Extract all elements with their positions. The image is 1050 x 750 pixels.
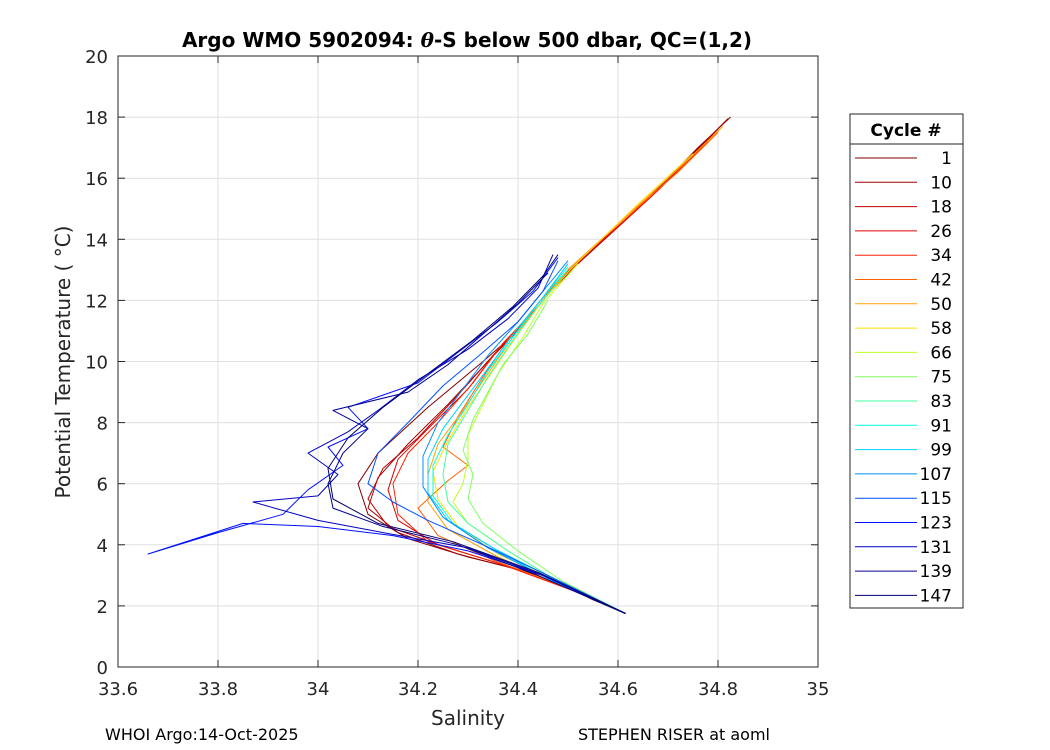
- legend-label-139: 139: [920, 562, 952, 582]
- legend-label-107: 107: [920, 465, 952, 485]
- plot-series: [147, 116, 731, 614]
- x-tick-label: 34: [307, 679, 330, 700]
- legend-label-10: 10: [930, 173, 952, 193]
- legend-label-1: 1: [941, 149, 952, 169]
- series-line-cycle-147: [327, 254, 626, 614]
- y-tick-label: 8: [97, 414, 108, 435]
- legend-label-26: 26: [930, 222, 952, 242]
- legend-label-147: 147: [920, 586, 952, 606]
- x-tick-label: 34.8: [698, 679, 738, 700]
- y-tick-label: 16: [85, 169, 108, 190]
- legend-label-99: 99: [930, 441, 952, 461]
- x-tick-label: 33.6: [98, 679, 138, 700]
- y-axis: 0 2 4 6 8 10 12 14 16 18 20: [85, 47, 818, 679]
- legend-label-18: 18: [930, 198, 952, 218]
- legend-label-75: 75: [930, 368, 952, 388]
- series-line-cycle-123: [147, 257, 626, 614]
- legend-label-66: 66: [930, 343, 952, 363]
- footer-right: STEPHEN RISER at aoml: [578, 725, 770, 744]
- series-line-cycle-75: [462, 300, 626, 614]
- legend-label-131: 131: [920, 538, 952, 558]
- legend-label-50: 50: [930, 295, 952, 315]
- x-tick-label: 34.4: [498, 679, 538, 700]
- y-tick-label: 0: [97, 658, 108, 679]
- x-axis-label: Salinity: [431, 706, 505, 730]
- x-tick-label: 35: [807, 679, 830, 700]
- footer-left: WHOI Argo:14-Oct-2025: [105, 725, 299, 744]
- legend-label-91: 91: [930, 416, 952, 436]
- y-tick-label: 6: [97, 475, 108, 496]
- y-tick-label: 12: [85, 291, 108, 312]
- legend-box: [849, 113, 964, 609]
- y-tick-label: 2: [97, 597, 108, 618]
- x-tick-label: 34.2: [398, 679, 438, 700]
- series-line-cycle-131: [252, 254, 626, 614]
- y-tick-label: 14: [85, 230, 108, 251]
- legend-label-58: 58: [930, 319, 952, 339]
- legend: Cycle # 1 10 18 26 34 42 50 58 66 75 83 91 99 107 115 1…: [849, 113, 964, 609]
- x-axis: 33.6 33.8 34 34.2 34.4 34.6 34.8 35: [98, 56, 829, 700]
- y-tick-label: 18: [85, 108, 108, 129]
- y-tick-label: 20: [85, 47, 108, 68]
- y-axis-label: Potential Temperature ( °C): [51, 226, 75, 499]
- title-theta: θ: [421, 28, 435, 52]
- legend-label-83: 83: [930, 392, 952, 412]
- legend-label-115: 115: [920, 489, 952, 509]
- legend-title: Cycle #: [870, 121, 941, 141]
- grid: [118, 56, 818, 667]
- series-line-cycle-83: [442, 269, 626, 614]
- title-part-2: -S below 500 dbar, QC=(1,2): [434, 28, 752, 52]
- y-tick-label: 10: [85, 353, 108, 374]
- x-tick-label: 33.8: [198, 679, 238, 700]
- legend-label-123: 123: [920, 514, 952, 534]
- series-line-cycle-115: [367, 260, 626, 614]
- series-line-cycle-139: [327, 272, 626, 614]
- legend-label-42: 42: [930, 271, 952, 291]
- chart-title: Argo WMO 5902094: θ-S below 500 dbar, QC…: [182, 28, 752, 52]
- title-part-1: Argo WMO 5902094:: [182, 28, 421, 52]
- x-tick-label: 34.6: [598, 679, 638, 700]
- legend-label-34: 34: [930, 246, 952, 266]
- series-line-cycle-99: [427, 263, 626, 614]
- y-tick-label: 4: [97, 536, 108, 557]
